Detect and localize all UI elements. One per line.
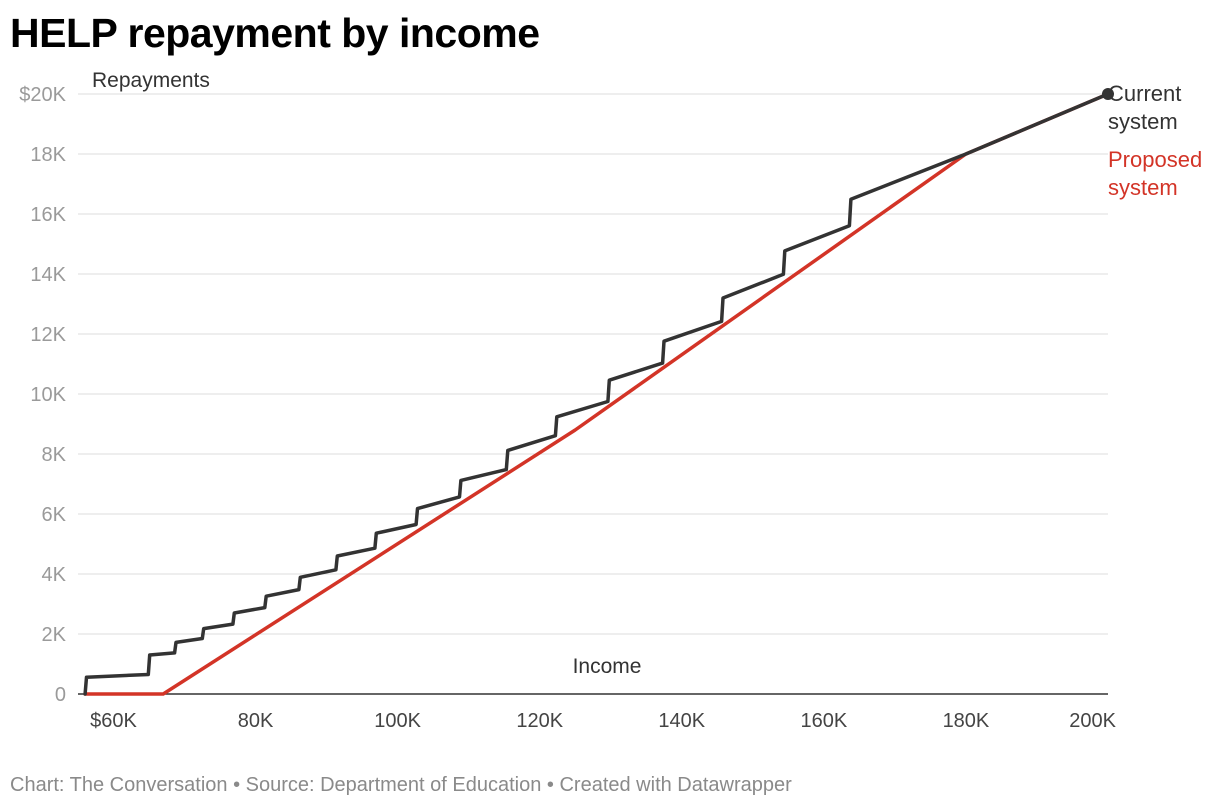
x-tick-label: 120K [516, 710, 563, 732]
series-label-proposed: system [1108, 175, 1178, 200]
x-tick-label: 100K [374, 710, 421, 732]
y-tick-label: 18K [30, 144, 66, 166]
chart-footer: Chart: The Conversation • Source: Depart… [10, 774, 792, 796]
y-axis-label: Repayments [92, 69, 210, 92]
series-line-current [83, 92, 1110, 696]
x-tick-label: 80K [238, 710, 274, 732]
y-tick-label: 16K [30, 204, 66, 226]
series-labels: Current system Proposed system [1108, 81, 1202, 200]
x-tick-label: 140K [658, 710, 705, 732]
series-label-current: system [1108, 109, 1178, 134]
x-tick-label: 160K [801, 710, 848, 732]
y-tick-label: 10K [30, 384, 66, 406]
y-tick-label: 14K [30, 264, 66, 286]
x-axis-label: Income [573, 655, 642, 678]
y-axis-ticks: 0 2K 4K 6K 8K 10K 12K 14K 16K 18K $20K [19, 84, 66, 706]
y-tick-label: 4K [42, 564, 67, 586]
y-tick-label: 0 [55, 684, 66, 706]
y-tick-label: 2K [42, 624, 67, 646]
y-tick-label: 8K [42, 444, 67, 466]
chart-title: HELP repayment by income [10, 10, 540, 56]
y-tick-label: 12K [30, 324, 66, 346]
y-tick-label: $20K [19, 84, 66, 106]
x-tick-label: $60K [90, 710, 137, 732]
x-tick-label: 200K [1069, 710, 1116, 732]
series-label-proposed: Proposed [1108, 147, 1202, 172]
series-lines [83, 88, 1114, 696]
gridlines [78, 93, 1108, 695]
series-label-current: Current [1108, 81, 1181, 106]
x-axis-ticks: $60K 80K 100K 120K 140K 160K 180K 200K [90, 710, 1116, 732]
series-endpoint-current [1102, 88, 1114, 100]
y-tick-label: 6K [42, 504, 67, 526]
x-tick-label: 180K [943, 710, 990, 732]
